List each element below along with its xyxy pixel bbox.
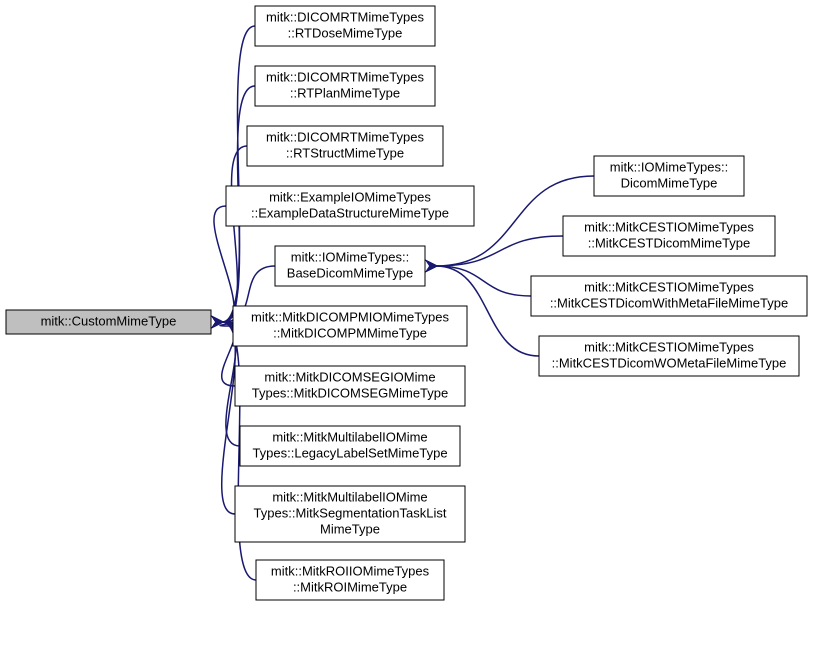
node-label: mitk::MitkMultilabelIOMime: [272, 429, 427, 444]
node-label: Types::MitkDICOMSEGMimeType: [252, 385, 448, 400]
node-rtstruct[interactable]: mitk::DICOMRTMimeTypes::RTStructMimeType: [247, 126, 443, 166]
node-label: mitk::DICOMRTMimeTypes: [266, 129, 424, 144]
node-rtdose[interactable]: mitk::DICOMRTMimeTypes::RTDoseMimeType: [255, 6, 435, 46]
node-label: Types::LegacyLabelSetMimeType: [252, 445, 447, 460]
node-label: ::MitkCESTDicomWOMetaFileMimeType: [552, 355, 787, 370]
nodes: mitk::CustomMimeType mitk::DICOMRTMimeTyp…: [6, 6, 807, 600]
edge-rtstruct-to-root: [222, 146, 247, 322]
node-label: BaseDicomMimeType: [287, 265, 413, 280]
node-label: ::RTStructMimeType: [286, 145, 404, 160]
node-label: mitk::DICOMRTMimeTypes: [266, 69, 424, 84]
node-label: MimeType: [320, 521, 380, 536]
node-dicom[interactable]: mitk::IOMimeTypes::DicomMimeType: [594, 156, 744, 196]
node-cestmeta[interactable]: mitk::MitkCESTIOMimeTypes::MitkCESTDicom…: [531, 276, 807, 316]
node-cestwo[interactable]: mitk::MitkCESTIOMimeTypes::MitkCESTDicom…: [539, 336, 799, 376]
node-cestdcm[interactable]: mitk::MitkCESTIOMimeTypes::MitkCESTDicom…: [563, 216, 775, 256]
node-label: ::MitkROIMimeType: [293, 579, 407, 594]
node-label: mitk::IOMimeTypes::: [610, 159, 728, 174]
node-label: ::ExampleDataStructureMimeType: [251, 205, 449, 220]
node-label: Types::MitkSegmentationTaskList: [254, 505, 447, 520]
node-label: mitk::MitkCESTIOMimeTypes: [584, 339, 754, 354]
node-segtask[interactable]: mitk::MitkMultilabelIOMimeTypes::MitkSeg…: [235, 486, 465, 542]
node-label: mitk::MitkDICOMPMIOMimeTypes: [251, 309, 449, 324]
node-label: ::MitkDICOMPMMimeType: [273, 325, 427, 340]
node-label: mitk::IOMimeTypes::: [291, 249, 409, 264]
node-label: ::RTPlanMimeType: [290, 85, 400, 100]
node-rtplan[interactable]: mitk::DICOMRTMimeTypes::RTPlanMimeType: [255, 66, 435, 106]
node-label: DicomMimeType: [621, 175, 718, 190]
node-label: mitk::MitkCESTIOMimeTypes: [584, 279, 754, 294]
node-label: mitk::CustomMimeType: [41, 313, 177, 328]
node-example[interactable]: mitk::ExampleIOMimeTypes::ExampleDataStr…: [226, 186, 474, 226]
node-basedcm[interactable]: mitk::IOMimeTypes::BaseDicomMimeType: [275, 246, 425, 286]
node-label: mitk::MitkDICOMSEGIOMime: [264, 369, 435, 384]
node-label: mitk::MitkCESTIOMimeTypes: [584, 219, 754, 234]
node-label: mitk::MitkROIIOMimeTypes: [271, 563, 430, 578]
node-label: mitk::DICOMRTMimeTypes: [266, 9, 424, 24]
node-dicomseg[interactable]: mitk::MitkDICOMSEGIOMimeTypes::MitkDICOM…: [235, 366, 465, 406]
node-legacy[interactable]: mitk::MitkMultilabelIOMimeTypes::LegacyL…: [240, 426, 460, 466]
edge-segtask-to-root: [222, 322, 236, 514]
node-roi[interactable]: mitk::MitkROIIOMimeTypes::MitkROIMimeTyp…: [256, 560, 444, 600]
node-label: mitk::ExampleIOMimeTypes: [269, 189, 431, 204]
node-root[interactable]: mitk::CustomMimeType: [6, 310, 211, 334]
node-label: ::RTDoseMimeType: [288, 25, 403, 40]
node-dicompm[interactable]: mitk::MitkDICOMPMIOMimeTypes::MitkDICOMP…: [233, 306, 467, 346]
edge-cestmeta-to-basedcm: [436, 266, 531, 296]
node-label: ::MitkCESTDicomWithMetaFileMimeType: [550, 295, 788, 310]
edge-cestdcm-to-basedcm: [436, 236, 563, 266]
node-label: ::MitkCESTDicomMimeType: [588, 235, 751, 250]
node-label: mitk::MitkMultilabelIOMime: [272, 489, 427, 504]
